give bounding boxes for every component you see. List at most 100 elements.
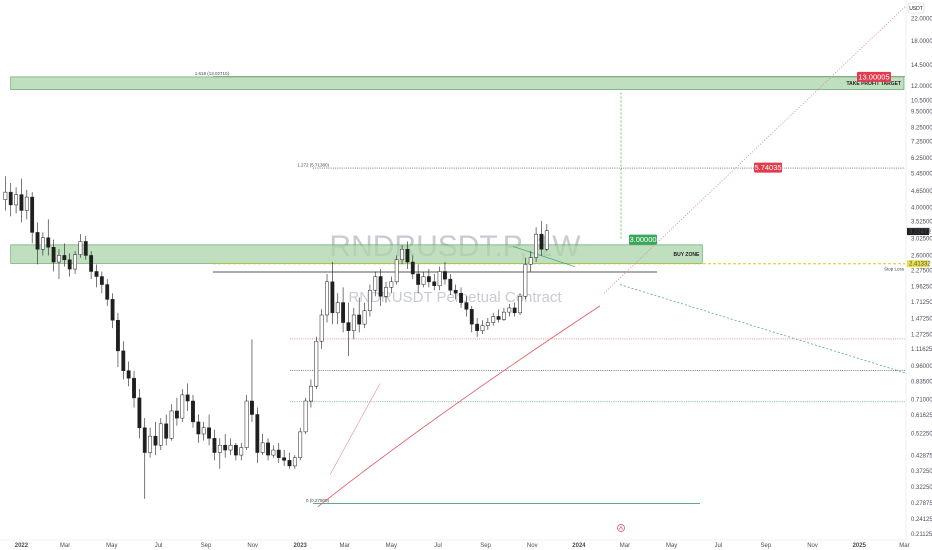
- candle-body[interactable]: [239, 447, 244, 456]
- candle-body[interactable]: [57, 255, 61, 263]
- candle-body[interactable]: [191, 400, 195, 423]
- price-tag[interactable]: [857, 71, 891, 82]
- candle-body[interactable]: [448, 278, 453, 291]
- candle-body[interactable]: [207, 427, 211, 439]
- candle-body[interactable]: [19, 194, 24, 211]
- candle-body[interactable]: [389, 281, 394, 288]
- candle-body[interactable]: [432, 281, 437, 286]
- candle-body[interactable]: [367, 289, 372, 311]
- candle-body[interactable]: [260, 442, 265, 453]
- candle-body[interactable]: [24, 196, 29, 211]
- candle-body[interactable]: [523, 264, 528, 297]
- candle-body[interactable]: [362, 310, 367, 325]
- candle-body[interactable]: [132, 377, 136, 399]
- axis-price-tag[interactable]: [907, 228, 929, 236]
- candle-body[interactable]: [30, 196, 35, 233]
- zone-box[interactable]: [10, 76, 905, 90]
- candle-body[interactable]: [164, 423, 169, 439]
- candle-body[interactable]: [539, 233, 544, 250]
- candle-body[interactable]: [217, 444, 222, 453]
- axis-price-tag[interactable]: [907, 260, 929, 268]
- candle-body[interactable]: [485, 322, 490, 326]
- time-axis[interactable]: [0, 540, 932, 550]
- candle-body[interactable]: [99, 276, 104, 285]
- candle-body[interactable]: [196, 421, 201, 435]
- candle-body[interactable]: [528, 257, 533, 265]
- candle-body[interactable]: [137, 397, 142, 429]
- candle-body[interactable]: [330, 281, 335, 314]
- price-tag[interactable]: [629, 234, 657, 245]
- candle-body[interactable]: [319, 314, 324, 342]
- candle-body[interactable]: [244, 400, 249, 448]
- candle-body[interactable]: [89, 255, 94, 272]
- candle-body[interactable]: [410, 261, 415, 275]
- candle-body[interactable]: [303, 400, 308, 433]
- candle-body[interactable]: [105, 284, 110, 300]
- candle-body[interactable]: [534, 233, 539, 258]
- candle-body[interactable]: [46, 237, 51, 248]
- candle-body[interactable]: [502, 311, 506, 320]
- candle-body[interactable]: [544, 230, 549, 250]
- candle-body[interactable]: [51, 246, 56, 263]
- candle-body[interactable]: [491, 316, 496, 323]
- candle-body[interactable]: [67, 259, 72, 270]
- candle-body[interactable]: [394, 259, 399, 283]
- candle-body[interactable]: [126, 370, 131, 379]
- candle-body[interactable]: [437, 271, 442, 286]
- candle-body[interactable]: [416, 273, 421, 285]
- candle-body[interactable]: [459, 292, 463, 303]
- candle-body[interactable]: [287, 460, 292, 467]
- candle-body[interactable]: [121, 350, 126, 371]
- candle-body[interactable]: [116, 319, 120, 352]
- candle-body[interactable]: [142, 427, 147, 453]
- candle-body[interactable]: [169, 410, 174, 439]
- candle-body[interactable]: [62, 255, 67, 261]
- candle-body[interactable]: [346, 322, 351, 331]
- candle-body[interactable]: [378, 276, 383, 297]
- candle-body[interactable]: [94, 271, 99, 277]
- candle-body[interactable]: [276, 449, 281, 458]
- candle-body[interactable]: [250, 400, 254, 415]
- candle-body[interactable]: [314, 340, 319, 387]
- candle-body[interactable]: [475, 323, 480, 331]
- candle-body[interactable]: [282, 457, 287, 461]
- downtrend-projection-line[interactable]: [619, 284, 907, 374]
- candle-body[interactable]: [212, 438, 217, 453]
- candle-body[interactable]: [180, 394, 185, 419]
- candle-body[interactable]: [298, 431, 303, 458]
- candle-body[interactable]: [153, 435, 158, 446]
- candle-body[interactable]: [201, 427, 206, 435]
- candle-body[interactable]: [469, 309, 474, 325]
- candle-body[interactable]: [507, 307, 512, 313]
- candle-body[interactable]: [40, 237, 45, 250]
- candle-body[interactable]: [148, 435, 153, 453]
- candle-body[interactable]: [357, 314, 362, 325]
- candle-body[interactable]: [78, 241, 83, 255]
- candle-body[interactable]: [223, 444, 228, 451]
- candle-body[interactable]: [3, 191, 8, 200]
- candle-body[interactable]: [228, 444, 233, 451]
- zone-box[interactable]: [10, 244, 703, 264]
- candle-body[interactable]: [309, 385, 313, 402]
- candle-body[interactable]: [405, 248, 410, 263]
- candle-body[interactable]: [233, 444, 238, 456]
- candle-body[interactable]: [83, 241, 88, 256]
- candle-body[interactable]: [271, 449, 276, 456]
- rising-trendline[interactable]: [329, 383, 381, 475]
- support-curve[interactable]: [317, 305, 601, 508]
- candle-body[interactable]: [110, 299, 115, 321]
- projection-line[interactable]: [603, 0, 913, 294]
- candle-body[interactable]: [496, 316, 501, 320]
- candle-body[interactable]: [255, 414, 260, 453]
- candle-body[interactable]: [373, 276, 378, 291]
- resistance-trendline[interactable]: [512, 246, 576, 267]
- candle-body[interactable]: [421, 276, 426, 285]
- candle-body[interactable]: [480, 325, 485, 331]
- candle-body[interactable]: [341, 302, 346, 323]
- candle-body[interactable]: [518, 295, 522, 314]
- candle-body[interactable]: [426, 276, 431, 283]
- candle-body[interactable]: [185, 394, 190, 402]
- candle-body[interactable]: [453, 289, 458, 294]
- candle-body[interactable]: [292, 457, 297, 467]
